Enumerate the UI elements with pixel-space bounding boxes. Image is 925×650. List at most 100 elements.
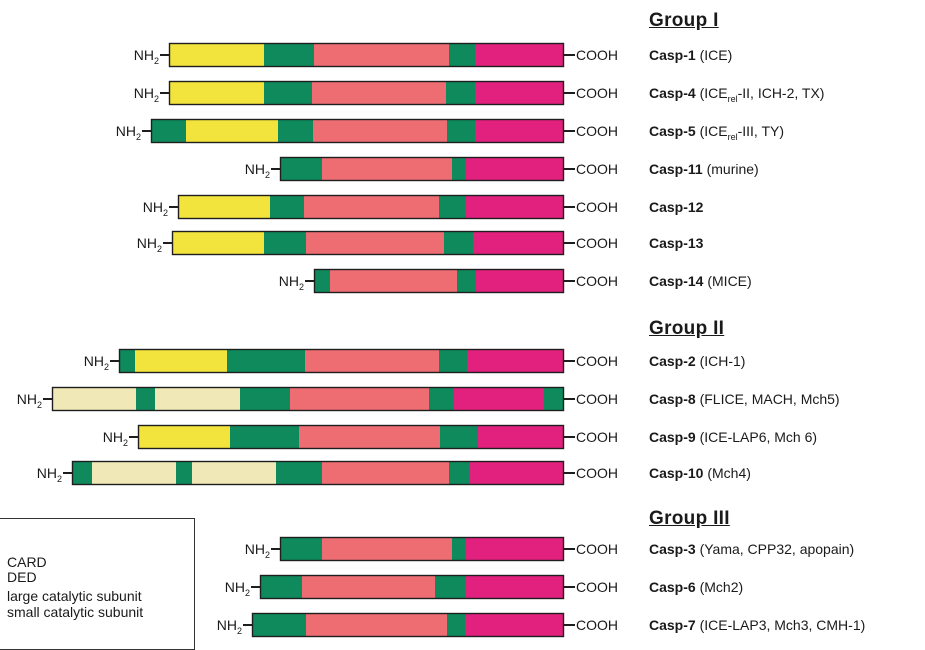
g1-row-6-large-segment-3 xyxy=(306,231,444,255)
g1-row-1-cooh-label: COOH xyxy=(576,47,618,63)
g1-row-7-card-segment-3 xyxy=(457,269,476,293)
g2-row-1-large-segment-4 xyxy=(305,349,439,373)
g2-row-4-card-segment-5 xyxy=(276,461,322,485)
g3-row-1-caspase-label: Casp-3 (Yama, CPP32, apopain) xyxy=(649,541,854,557)
g3-row-1-bar-outline xyxy=(279,536,565,562)
g1-row-4-caspase-label: Casp-11 (murine) xyxy=(649,161,759,177)
g2-row-4-large-segment-6 xyxy=(322,461,449,485)
g3-row-1-card-segment-3 xyxy=(452,537,466,561)
g2-row-2-bar-outline xyxy=(51,386,565,412)
g1-row-3-card-segment-3 xyxy=(278,119,313,143)
g3-row-3-bar-outline xyxy=(251,612,565,638)
g3-row-3-card-segment-3 xyxy=(447,613,465,637)
g2-row-4-small-segment-8 xyxy=(470,461,564,485)
g2-row-2-large-segment-5 xyxy=(290,387,429,411)
group-2-title: Group II xyxy=(649,318,725,339)
g1-row-7-bar-outline xyxy=(313,268,565,294)
g2-row-1-card-segment-1 xyxy=(119,349,135,373)
g1-row-6-prodomain-segment-1 xyxy=(172,231,264,255)
g2-row-1-prodomain-segment-2 xyxy=(135,349,227,373)
g1-row-2-bar-outline xyxy=(168,80,565,106)
legend-item-large-subunit: large catalytic subunit xyxy=(7,588,142,604)
g1-row-5-card-segment-2 xyxy=(270,195,304,219)
legend-box: CARD DED large catalytic subunit small c… xyxy=(0,518,195,650)
g3-row-2-cooh-label: COOH xyxy=(576,579,618,595)
g2-row-4-cooh-label: COOH xyxy=(576,465,618,481)
g2-row-1-bar-outline xyxy=(118,348,565,374)
g1-row-5-prodomain-segment-1 xyxy=(178,195,270,219)
g1-row-7-caspase-label: Casp-14 (MICE) xyxy=(649,273,752,289)
g1-row-3-caspase-label: Casp-5 (ICErel-III, TY) xyxy=(649,123,784,142)
g2-row-2-nh2-label: NH2 xyxy=(17,391,42,410)
g2-row-3-card-segment-4 xyxy=(440,425,478,449)
legend-item-small-subunit: small catalytic subunit xyxy=(7,604,144,620)
g2-row-4-nh2-label: NH2 xyxy=(37,465,62,484)
g1-row-2-caspase-label: Casp-4 (ICErel-II, ICH-2, TX) xyxy=(649,85,824,104)
g2-row-3-bar-outline xyxy=(137,424,565,450)
g1-row-3-nh2-label: NH2 xyxy=(116,123,141,142)
g1-row-6-caspase-label: Casp-13 xyxy=(649,235,704,251)
g1-row-2-card-segment-4 xyxy=(446,81,475,105)
g2-row-1-card-segment-5 xyxy=(439,349,467,373)
g2-row-3-cooh-label: COOH xyxy=(576,429,618,445)
g3-row-2-small-segment-4 xyxy=(466,575,564,599)
g3-row-2-card-segment-3 xyxy=(435,575,466,599)
g2-row-3-caspase-label: Casp-9 (ICE-LAP6, Mch 6) xyxy=(649,429,817,445)
g1-row-5-caspase-label: Casp-12 xyxy=(649,199,704,215)
g1-row-2-nh2-label: NH2 xyxy=(134,85,159,104)
g2-row-2-cooh-label: COOH xyxy=(576,391,618,407)
g3-row-1-nh2-label: NH2 xyxy=(245,541,270,560)
g1-row-2-small-segment-5 xyxy=(475,81,564,105)
g2-row-2-card-segment-8 xyxy=(544,387,564,411)
g1-row-6-small-segment-5 xyxy=(473,231,564,255)
g1-row-3-cooh-label: COOH xyxy=(576,123,618,139)
group-1-title: Group I xyxy=(649,10,719,31)
g1-row-7-card-segment-1 xyxy=(314,269,330,293)
g2-row-3-card-segment-2 xyxy=(230,425,299,449)
g1-row-6-cooh-label: COOH xyxy=(576,235,618,251)
g1-row-3-large-segment-4 xyxy=(313,119,447,143)
g2-row-2-ded-segment-3 xyxy=(155,387,240,411)
g3-row-3-nh2-label: NH2 xyxy=(217,617,242,636)
g1-row-4-nh2-label: NH2 xyxy=(245,161,270,180)
g1-row-5-large-segment-3 xyxy=(304,195,439,219)
g2-row-1-cooh-label: COOH xyxy=(576,353,618,369)
g1-row-3-prodomain-segment-2 xyxy=(186,119,278,143)
g2-row-3-large-segment-3 xyxy=(299,425,440,449)
g3-row-2-nh2-label: NH2 xyxy=(225,579,250,598)
g1-row-4-card-segment-1 xyxy=(280,157,322,181)
g2-row-2-ded-segment-1 xyxy=(52,387,136,411)
g3-row-3-caspase-label: Casp-7 (ICE-LAP3, Mch3, CMH-1) xyxy=(649,617,865,633)
g1-row-1-nh2-label: NH2 xyxy=(134,47,159,66)
g3-row-1-large-segment-2 xyxy=(322,537,452,561)
g1-row-5-cooh-label: COOH xyxy=(576,199,618,215)
g2-row-2-card-segment-2 xyxy=(136,387,155,411)
g1-row-5-nh2-label: NH2 xyxy=(143,199,168,218)
g1-row-7-large-segment-2 xyxy=(330,269,457,293)
g2-row-4-card-segment-3 xyxy=(176,461,192,485)
g1-row-4-large-segment-2 xyxy=(322,157,452,181)
g2-row-1-nh2-label: NH2 xyxy=(84,353,109,372)
g1-row-3-bar-outline xyxy=(150,118,565,144)
g2-row-4-ded-segment-4 xyxy=(192,461,276,485)
g1-row-1-large-segment-3 xyxy=(314,43,449,67)
g2-row-2-card-segment-6 xyxy=(429,387,454,411)
g1-row-7-nh2-label: NH2 xyxy=(279,273,304,292)
g1-row-7-cooh-label: COOH xyxy=(576,273,618,289)
g2-row-1-caspase-label: Casp-2 (ICH-1) xyxy=(649,353,745,369)
g2-row-3-nh2-label: NH2 xyxy=(103,429,128,448)
g2-row-1-small-segment-6 xyxy=(467,349,564,373)
g3-row-1-card-segment-1 xyxy=(280,537,322,561)
g1-row-6-card-segment-2 xyxy=(264,231,306,255)
g1-row-3-small-segment-6 xyxy=(475,119,564,143)
g1-row-5-card-segment-4 xyxy=(439,195,466,219)
g2-row-4-card-segment-7 xyxy=(449,461,470,485)
g3-row-1-small-segment-4 xyxy=(466,537,564,561)
g3-row-3-large-segment-2 xyxy=(306,613,447,637)
g3-row-3-card-segment-1 xyxy=(252,613,306,637)
g1-row-5-bar-outline xyxy=(177,194,565,220)
g1-row-4-cooh-label: COOH xyxy=(576,161,618,177)
g1-row-2-card-segment-2 xyxy=(264,81,312,105)
g2-row-4-ded-segment-2 xyxy=(92,461,176,485)
g2-row-3-prodomain-segment-1 xyxy=(138,425,230,449)
